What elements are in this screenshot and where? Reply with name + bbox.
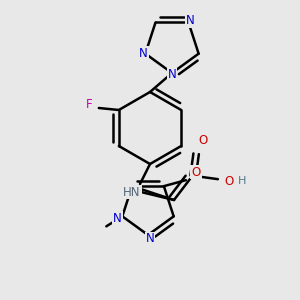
Text: HN: HN [123,185,141,199]
Text: N: N [113,212,122,225]
Text: N: N [168,68,176,80]
Text: N: N [146,232,154,245]
Text: F: F [85,98,92,112]
Text: H: H [238,176,246,186]
Text: N: N [139,47,148,60]
Text: O: O [224,175,233,188]
Text: O: O [198,134,208,147]
Text: N: N [186,14,195,27]
Text: O: O [191,166,201,178]
